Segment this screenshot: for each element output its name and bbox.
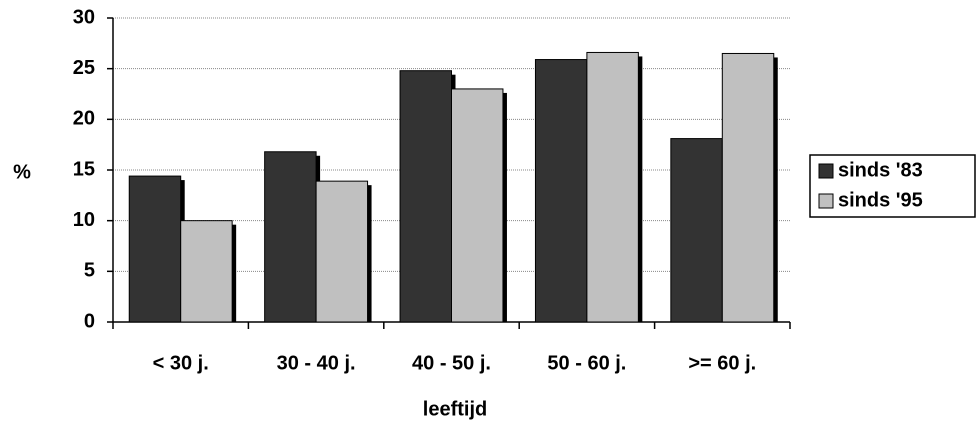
bar [180, 220, 233, 323]
bar [721, 52, 775, 323]
x-tick-label: >= 60 j. [688, 352, 756, 374]
y-tick-label: 0 [84, 310, 95, 332]
x-tick-label: 30 - 40 j. [277, 352, 356, 374]
y-axis-label: % [13, 161, 31, 183]
y-tick-label: 10 [73, 209, 95, 231]
y-tick-label: 30 [73, 6, 95, 28]
x-axis-label: leeftijd [423, 398, 487, 420]
legend-swatch [818, 193, 834, 209]
y-tick-label: 15 [73, 158, 95, 180]
bar [534, 59, 588, 323]
y-tick-label: 25 [73, 57, 95, 79]
bar [586, 51, 639, 323]
y-tick-label: 20 [73, 108, 95, 130]
bar [264, 151, 317, 323]
bar [451, 88, 504, 323]
legend-box [809, 154, 976, 218]
y-tick-label: 5 [84, 260, 95, 282]
bar [670, 138, 723, 323]
legend-label: sinds '83 [838, 159, 923, 181]
x-tick-label: 50 - 60 j. [547, 352, 626, 374]
x-tick-label: 40 - 50 j. [412, 352, 491, 374]
x-tick-label: < 30 j. [153, 352, 209, 374]
bar [128, 175, 182, 323]
bar [315, 180, 369, 323]
bar [399, 70, 453, 323]
legend-swatch [818, 163, 834, 179]
legend-label: sinds '95 [838, 189, 923, 211]
